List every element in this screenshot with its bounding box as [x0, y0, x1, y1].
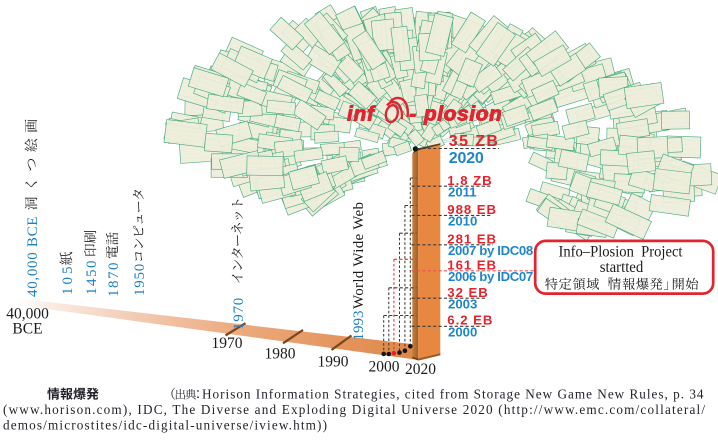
- svg-text:988 EB: 988 EB: [447, 202, 497, 217]
- svg-text:105: 105: [60, 264, 76, 296]
- svg-text:2010: 2010: [448, 214, 477, 229]
- svg-text:1970: 1970: [212, 335, 243, 352]
- svg-text:2000: 2000: [448, 325, 477, 340]
- svg-text:1993: 1993: [351, 311, 367, 341]
- svg-text:40,000: 40,000: [6, 306, 49, 323]
- svg-text:35 ZB: 35 ZB: [449, 133, 500, 150]
- svg-text:plosion: plosion: [423, 102, 502, 125]
- svg-text:2006 by IDC07: 2006 by IDC07: [448, 269, 533, 284]
- svg-text:2020: 2020: [449, 150, 484, 167]
- svg-text:1950: 1950: [132, 263, 148, 296]
- svg-text:40,000 BCE: 40,000 BCE: [25, 216, 41, 297]
- svg-text:(www.horison.com), IDC, The Di: (www.horison.com), IDC, The Diverse and …: [3, 402, 705, 417]
- svg-text:-: -: [409, 102, 416, 125]
- svg-text:2020: 2020: [405, 361, 436, 378]
- svg-text:281 EB: 281 EB: [447, 231, 497, 246]
- svg-text:World Wide Web: World Wide Web: [351, 202, 367, 309]
- svg-text:1.8 ZB: 1.8 ZB: [447, 173, 492, 188]
- svg-text:startted: startted: [600, 259, 644, 276]
- svg-text:1970: 1970: [231, 297, 247, 330]
- svg-text:inf: inf: [347, 102, 376, 125]
- svg-text:1870: 1870: [106, 261, 122, 297]
- svg-text:1980: 1980: [265, 346, 296, 363]
- svg-text:Horison Information Strategies: Horison Information Strategies, cited fr…: [202, 387, 704, 402]
- svg-text:2011: 2011: [448, 185, 477, 200]
- svg-text:161 EB: 161 EB: [447, 257, 497, 272]
- svg-text:2000: 2000: [369, 359, 400, 376]
- svg-text:Info–Plosion Project: Info–Plosion Project: [559, 243, 684, 260]
- svg-text:2007 by IDC08: 2007 by IDC08: [448, 243, 533, 258]
- svg-text:demos/microstites/idc-digital-: demos/microstites/idc-digital-universe/i…: [3, 418, 327, 433]
- svg-text:BCE: BCE: [12, 321, 42, 338]
- svg-text:32 EB: 32 EB: [447, 285, 488, 300]
- svg-text:2003: 2003: [448, 297, 477, 312]
- svg-text:1990: 1990: [318, 354, 349, 371]
- svg-text:1450: 1450: [84, 259, 100, 295]
- svg-text:6.2 EB: 6.2 EB: [447, 312, 493, 327]
